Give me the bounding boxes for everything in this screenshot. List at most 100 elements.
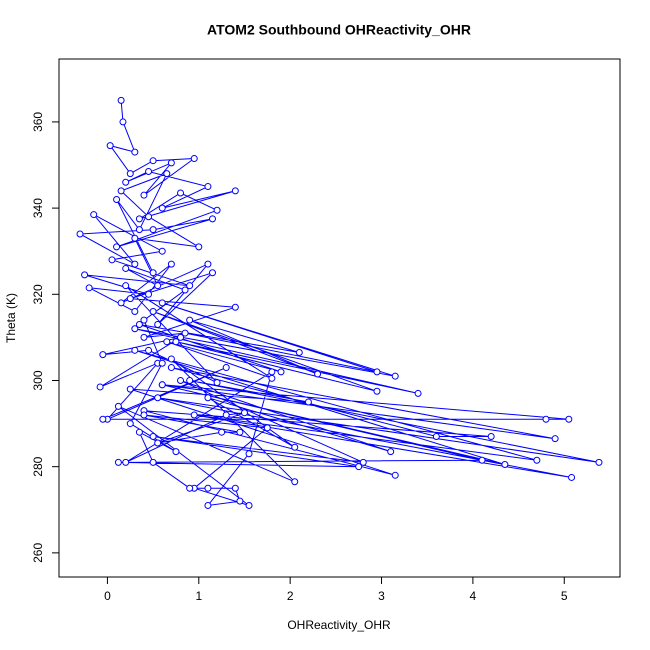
data-point	[96, 383, 104, 391]
data-point	[172, 448, 180, 456]
data-point	[117, 187, 125, 195]
data-point	[595, 458, 603, 466]
data-point	[145, 213, 153, 221]
data-point	[90, 211, 98, 219]
data-point	[213, 379, 221, 387]
data-point	[145, 290, 153, 298]
data-point	[99, 351, 107, 359]
data-point	[291, 443, 299, 451]
data-point	[391, 372, 399, 380]
data-point	[204, 260, 212, 268]
data-point	[222, 364, 230, 372]
data-point	[565, 415, 573, 423]
data-point	[145, 167, 153, 175]
y-axis-label: Theta (K)	[4, 293, 18, 343]
data-point	[295, 348, 303, 356]
data-point	[355, 463, 363, 471]
data-point	[117, 96, 125, 104]
y-tick-label: 260	[31, 543, 45, 563]
data-point	[126, 170, 134, 178]
data-point	[99, 415, 107, 423]
data-point	[177, 333, 185, 341]
data-point	[131, 346, 139, 354]
data-point	[501, 461, 509, 469]
data-point	[432, 433, 440, 441]
data-point	[186, 484, 194, 492]
data-point	[551, 435, 559, 443]
data-point	[113, 243, 121, 251]
data-point	[213, 206, 221, 214]
data-point	[240, 409, 248, 417]
data-point	[122, 178, 130, 186]
data-point	[117, 299, 125, 307]
data-point	[131, 308, 139, 316]
data-point	[131, 260, 139, 268]
data-point	[236, 497, 244, 505]
data-point	[154, 394, 162, 402]
x-tick-label: 4	[470, 589, 477, 603]
data-point	[314, 370, 322, 378]
data-point	[277, 368, 285, 376]
data-point	[126, 420, 134, 428]
data-point	[106, 142, 114, 150]
data-point	[122, 282, 130, 290]
data-point	[154, 439, 162, 447]
x-tick-label: 1	[195, 589, 202, 603]
y-tick-label: 300	[31, 370, 45, 390]
chart-title: ATOM2 Southbound OHReactivity_OHR	[207, 22, 471, 38]
data-point	[245, 450, 253, 458]
data-point	[76, 230, 84, 238]
y-tick-label: 320	[31, 284, 45, 304]
data-point	[167, 159, 175, 167]
data-point	[204, 501, 212, 509]
x-tick-label: 5	[561, 589, 568, 603]
data-point	[149, 308, 157, 316]
data-point	[181, 286, 189, 294]
x-axis-label: OHReactivity_OHR	[287, 618, 391, 632]
data-point	[195, 243, 203, 251]
data-point	[542, 415, 550, 423]
data-point	[268, 368, 276, 376]
data-point	[140, 411, 148, 419]
x-tick-label: 3	[378, 589, 385, 603]
data-point	[140, 333, 148, 341]
data-point	[218, 428, 226, 436]
data-point	[140, 191, 148, 199]
data-point	[113, 195, 121, 203]
data-point	[568, 473, 576, 481]
data-point	[154, 320, 162, 328]
data-point	[359, 458, 367, 466]
data-point	[149, 269, 157, 277]
y-tick-label: 340	[31, 198, 45, 218]
data-point	[204, 183, 212, 191]
data-point	[387, 448, 395, 456]
data-point	[135, 428, 143, 436]
data-point	[149, 458, 157, 466]
data-point	[149, 157, 157, 165]
data-point	[131, 148, 139, 156]
x-tick-label: 0	[104, 589, 111, 603]
data-point	[108, 256, 116, 264]
data-point	[414, 389, 422, 397]
data-point	[158, 247, 166, 255]
data-point	[158, 381, 166, 389]
data-point	[140, 316, 148, 324]
data-point	[373, 368, 381, 376]
data-point	[208, 215, 216, 223]
data-point	[167, 355, 175, 363]
data-point	[114, 402, 122, 410]
data-point	[190, 155, 198, 163]
data-point	[222, 411, 230, 419]
data-point	[126, 385, 134, 393]
data-point	[158, 204, 166, 212]
data-point	[158, 359, 166, 367]
data-line	[78, 100, 600, 507]
data-point	[154, 282, 162, 290]
data-point	[236, 428, 244, 436]
data-point	[177, 189, 185, 197]
data-point	[245, 501, 253, 509]
y-tick-label: 280	[31, 456, 45, 476]
